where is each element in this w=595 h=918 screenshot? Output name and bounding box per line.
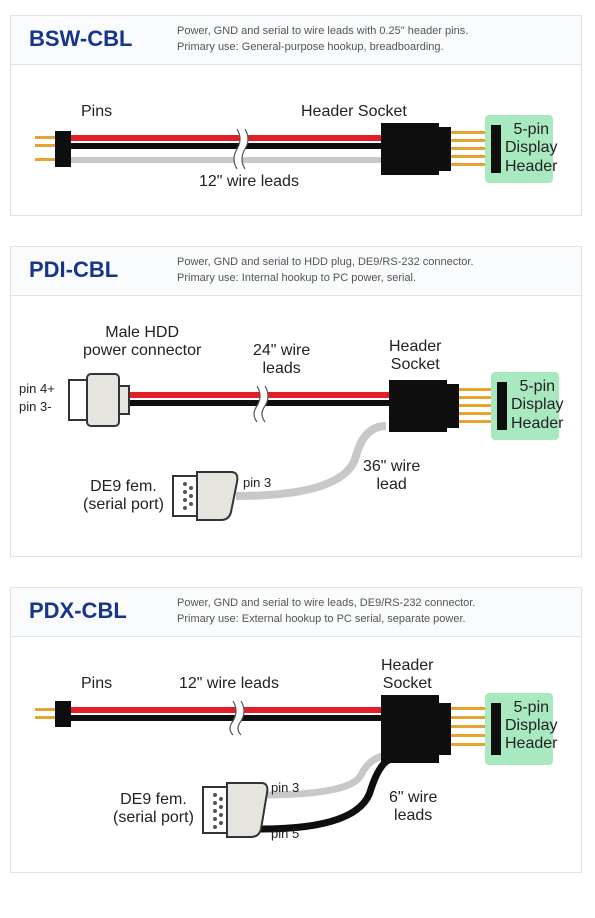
pdi-header: PDI-CBL Power, GND and serial to HDD plu… (11, 247, 581, 296)
pdi-socket-label: Header Socket (389, 338, 441, 375)
bsw-card: BSW-CBL Power, GND and serial to wire le… (10, 15, 582, 216)
pdi-de9-pin: pin 3 (243, 476, 271, 491)
pdx-header: PDX-CBL Power, GND and serial to wire le… (11, 588, 581, 637)
pdx-desc: Power, GND and serial to wire leads, DE9… (167, 588, 485, 636)
bsw-diagram: Pins Header Socket 12" wire leads 5-pin … (11, 65, 581, 215)
pdi-card: PDI-CBL Power, GND and serial to HDD plu… (10, 246, 582, 557)
pdi-pin3m: pin 3- (19, 400, 52, 415)
pdx-de9-pin5: pin 5 (271, 827, 299, 842)
pdi-de9-label: DE9 fem. (serial port) (83, 478, 164, 515)
pdx-socket-label: Header Socket (381, 657, 433, 694)
bsw-svg (11, 65, 581, 215)
pdx-header-label: 5-pin Display Header (505, 699, 557, 754)
pdi-pin4: pin 4+ (19, 382, 55, 397)
bsw-title: BSW-CBL (11, 16, 167, 62)
bsw-header-label: 5-pin Display Header (505, 121, 557, 176)
pdx-length1: 12" wire leads (179, 675, 279, 693)
pdx-card: PDX-CBL Power, GND and serial to wire le… (10, 587, 582, 873)
pdi-length2: 36" wire lead (363, 458, 420, 495)
pdi-header-label: 5-pin Display Header (511, 378, 563, 433)
pdx-de9-pin3: pin 3 (271, 781, 299, 796)
bsw-desc: Power, GND and serial to wire leads with… (167, 16, 478, 64)
pdi-title: PDI-CBL (11, 247, 167, 293)
bsw-length: 12" wire leads (199, 173, 299, 191)
pdi-length1: 24" wire leads (253, 342, 310, 379)
pdi-hdd-label: Male HDD power connector (83, 324, 201, 361)
pdx-title: PDX-CBL (11, 588, 167, 634)
bsw-socket-label: Header Socket (301, 103, 407, 121)
pdx-length2: 6" wire leads (389, 789, 437, 826)
pdi-desc: Power, GND and serial to HDD plug, DE9/R… (167, 247, 484, 295)
pdx-de9-label: DE9 fem. (serial port) (113, 791, 194, 828)
bsw-header: BSW-CBL Power, GND and serial to wire le… (11, 16, 581, 65)
pdx-pins-label: Pins (81, 675, 112, 693)
bsw-pins-label: Pins (81, 103, 112, 121)
pdi-diagram: Male HDD power connector pin 4+ pin 3- 2… (11, 296, 581, 556)
pdx-diagram: Pins 12" wire leads Header Socket 5-pin … (11, 637, 581, 872)
